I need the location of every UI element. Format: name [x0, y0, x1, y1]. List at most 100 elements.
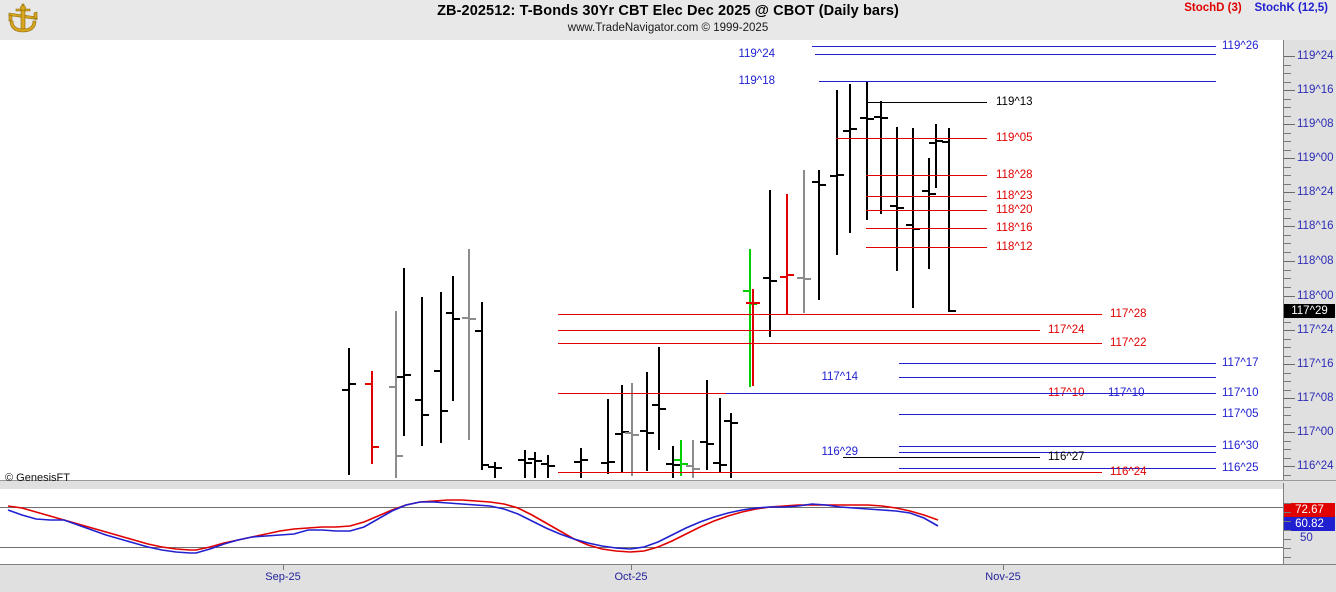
axis-tick-minor	[1284, 423, 1291, 425]
price-line[interactable]	[866, 210, 987, 211]
bar-open-tick	[763, 277, 769, 279]
bar-close-tick	[442, 410, 448, 412]
price-line-label: 116^24	[1110, 466, 1147, 478]
bar-open-tick	[475, 330, 481, 332]
bar-range	[534, 452, 536, 478]
axis-tick-minor	[1284, 64, 1291, 66]
stoch-axis-tick	[1284, 512, 1291, 513]
bar-open-tick	[890, 205, 896, 207]
bar-close-tick	[454, 318, 460, 320]
price-line[interactable]	[899, 468, 1216, 469]
price-line-label: 116^27	[1048, 451, 1085, 463]
date-axis[interactable]: Sep-25 Oct-25 Nov-25	[0, 564, 1336, 592]
bar-close-tick	[950, 310, 956, 312]
bar-open-tick	[906, 224, 912, 226]
bar-range	[706, 380, 708, 470]
price-chart-pane[interactable]: 119^26 119^24 119^18 119^13 119^05 118^28 118^…	[0, 40, 1283, 480]
price-line[interactable]	[899, 452, 1216, 453]
bar-open-tick	[743, 290, 749, 292]
price-line[interactable]	[899, 414, 1216, 415]
price-line[interactable]	[866, 102, 987, 103]
last-price-tag: 117^29	[1284, 304, 1335, 318]
bar-close-tick	[838, 174, 844, 176]
price-line[interactable]	[812, 46, 1216, 47]
stoch-axis-tick	[1284, 548, 1291, 549]
price-line-label: 116^25	[1222, 462, 1259, 474]
axis-tick-minor	[1284, 149, 1291, 151]
price-line[interactable]	[558, 343, 1102, 344]
bar-open-tick	[625, 432, 631, 434]
axis-tick-minor	[1284, 209, 1291, 210]
axis-tick-minor	[1284, 200, 1291, 202]
bar-close-tick	[397, 455, 403, 457]
bar-close-tick	[788, 274, 794, 276]
price-line-label: 116^30	[1222, 440, 1259, 452]
price-line[interactable]	[866, 175, 987, 176]
bar-range	[896, 127, 898, 271]
price-line[interactable]	[836, 138, 987, 139]
price-line[interactable]	[899, 363, 1216, 364]
bar-open-tick	[615, 433, 621, 435]
axis-tick-minor	[1284, 107, 1291, 108]
bar-range	[494, 462, 496, 478]
price-line[interactable]	[558, 472, 1102, 473]
price-line[interactable]	[558, 314, 1102, 315]
stochastic-mid-label: 50	[1300, 532, 1313, 544]
bar-open-tick	[446, 312, 452, 314]
bar-range	[880, 101, 882, 214]
price-line[interactable]	[558, 330, 1040, 331]
price-line[interactable]	[899, 377, 1216, 378]
price-line[interactable]	[866, 228, 987, 229]
price-line[interactable]	[815, 54, 1216, 55]
bar-open-tick	[434, 370, 440, 372]
axis-tick-major	[1284, 432, 1295, 433]
bar-close-tick	[937, 140, 943, 142]
stochastic-axis[interactable]: 72.67 60.82 50	[1283, 483, 1336, 564]
bar-close-tick	[805, 278, 811, 280]
bar-close-tick	[820, 184, 826, 186]
price-line-label: 117^14	[821, 371, 858, 383]
price-line-label: 117^10	[1222, 387, 1259, 399]
bar-open-tick	[700, 441, 706, 443]
bar-range	[580, 448, 582, 478]
axis-tick-major	[1284, 158, 1295, 159]
bar-range	[524, 450, 526, 478]
bar-open-tick	[929, 142, 935, 144]
bar-close-tick	[732, 422, 738, 424]
bar-close-tick	[771, 280, 777, 282]
copyright-text: © GenesisFT	[5, 472, 70, 484]
price-line[interactable]	[866, 196, 987, 197]
bar-range	[866, 81, 868, 220]
axis-tick-minor	[1284, 141, 1291, 142]
bar-open-tick	[797, 277, 803, 279]
bar-open-tick	[874, 116, 880, 118]
price-axis[interactable]: 119^24 119^16 119^08 119^00 118^24 118^16 118^…	[1283, 40, 1336, 480]
price-axis-label: 119^16	[1297, 84, 1334, 96]
bar-close-tick	[851, 128, 857, 130]
axis-tick-major	[1284, 364, 1295, 365]
bar-close-tick	[754, 302, 760, 304]
price-line[interactable]	[843, 457, 1040, 458]
bar-close-tick	[496, 467, 502, 469]
price-line[interactable]	[819, 81, 1216, 82]
axis-tick-minor	[1284, 269, 1291, 271]
bar-range	[680, 440, 682, 476]
axis-tick-minor	[1284, 415, 1291, 416]
axis-tick-minor	[1284, 389, 1291, 391]
bar-close-tick	[549, 465, 555, 467]
page-title: ZB-202512: T-Bonds 30Yr CBT Elec Dec 202…	[437, 3, 899, 19]
stochastic-pane[interactable]	[0, 489, 1283, 564]
bar-open-tick	[724, 420, 730, 422]
price-line[interactable]	[866, 247, 987, 248]
bar-open-tick	[830, 175, 836, 177]
bar-range	[452, 276, 454, 401]
price-line-label: 117^17	[1222, 357, 1259, 369]
price-line[interactable]	[899, 446, 1216, 447]
bar-range	[849, 84, 851, 233]
bar-range	[646, 372, 648, 471]
bar-open-tick	[389, 386, 395, 388]
price-line[interactable]	[726, 393, 1216, 394]
bar-range	[730, 413, 732, 478]
bar-range	[481, 302, 483, 470]
bar-range	[786, 194, 788, 315]
